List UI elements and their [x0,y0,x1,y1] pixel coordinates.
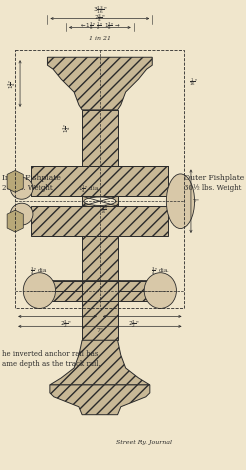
Text: 7": 7" [96,329,103,333]
Ellipse shape [144,273,176,308]
Polygon shape [7,171,23,192]
Bar [82,236,118,281]
Bar [82,110,118,166]
Text: $\leftarrow 1\frac{3}{8}$" $\frac{1}{2}$" $1\frac{3}{8}$"$\rightarrow$: $\leftarrow 1\frac{3}{8}$" $\frac{1}{2}$… [79,21,121,32]
Text: 1 in 21: 1 in 21 [89,36,111,41]
Ellipse shape [166,174,195,228]
Text: ame depth as the track rail.: ame depth as the track rail. [2,360,101,368]
Text: $1\frac{3}{4}$": $1\frac{3}{4}$" [62,123,74,133]
Ellipse shape [10,177,33,199]
Ellipse shape [84,197,116,205]
Bar [31,166,168,196]
Bar [82,196,118,206]
Text: 26 lbs. Weight: 26 lbs. Weight [2,184,53,192]
Text: $\frac{1}{16}$": $\frac{1}{16}$" [188,76,198,88]
Text: $\frac{3}{4}$" dia: $\frac{3}{4}$" dia [31,265,48,277]
Text: $\frac{3}{4}$" dia.: $\frac{3}{4}$" dia. [151,265,170,277]
Text: $2\frac{1}{2}$": $2\frac{1}{2}$" [128,318,139,330]
Polygon shape [7,210,23,232]
Bar [82,281,118,300]
Text: he inverted anchor rail has: he inverted anchor rail has [2,350,99,358]
Text: Outer Fishplate: Outer Fishplate [184,174,245,182]
Text: $1\frac{3}{4}$": $1\frac{3}{4}$" [7,78,18,89]
Ellipse shape [10,203,33,225]
Polygon shape [50,340,150,385]
Text: 7": 7" [193,199,200,204]
Polygon shape [50,385,150,415]
Polygon shape [31,281,168,300]
Bar [82,300,118,340]
Polygon shape [31,166,168,206]
Ellipse shape [23,273,56,308]
Text: $2\frac{1}{2}$": $2\frac{1}{2}$" [60,318,72,330]
Text: $1\frac{1}{4}$" dia: $1\frac{1}{4}$" dia [78,183,99,195]
Bar [15,50,184,308]
Text: $3\frac{13}{16}$": $3\frac{13}{16}$" [92,4,107,16]
Bar [31,281,168,290]
Text: Inner Fishplate: Inner Fishplate [2,174,61,182]
Text: Street Ry. Journal: Street Ry. Journal [116,439,172,445]
Bar [31,206,168,236]
Text: $\frac{1}{16}$": $\frac{1}{16}$" [100,204,109,216]
Text: 30½ lbs. Weight: 30½ lbs. Weight [184,184,242,192]
Text: $2\frac{3}{4}$": $2\frac{3}{4}$" [94,13,106,24]
Polygon shape [47,57,152,110]
Bar [31,290,168,300]
